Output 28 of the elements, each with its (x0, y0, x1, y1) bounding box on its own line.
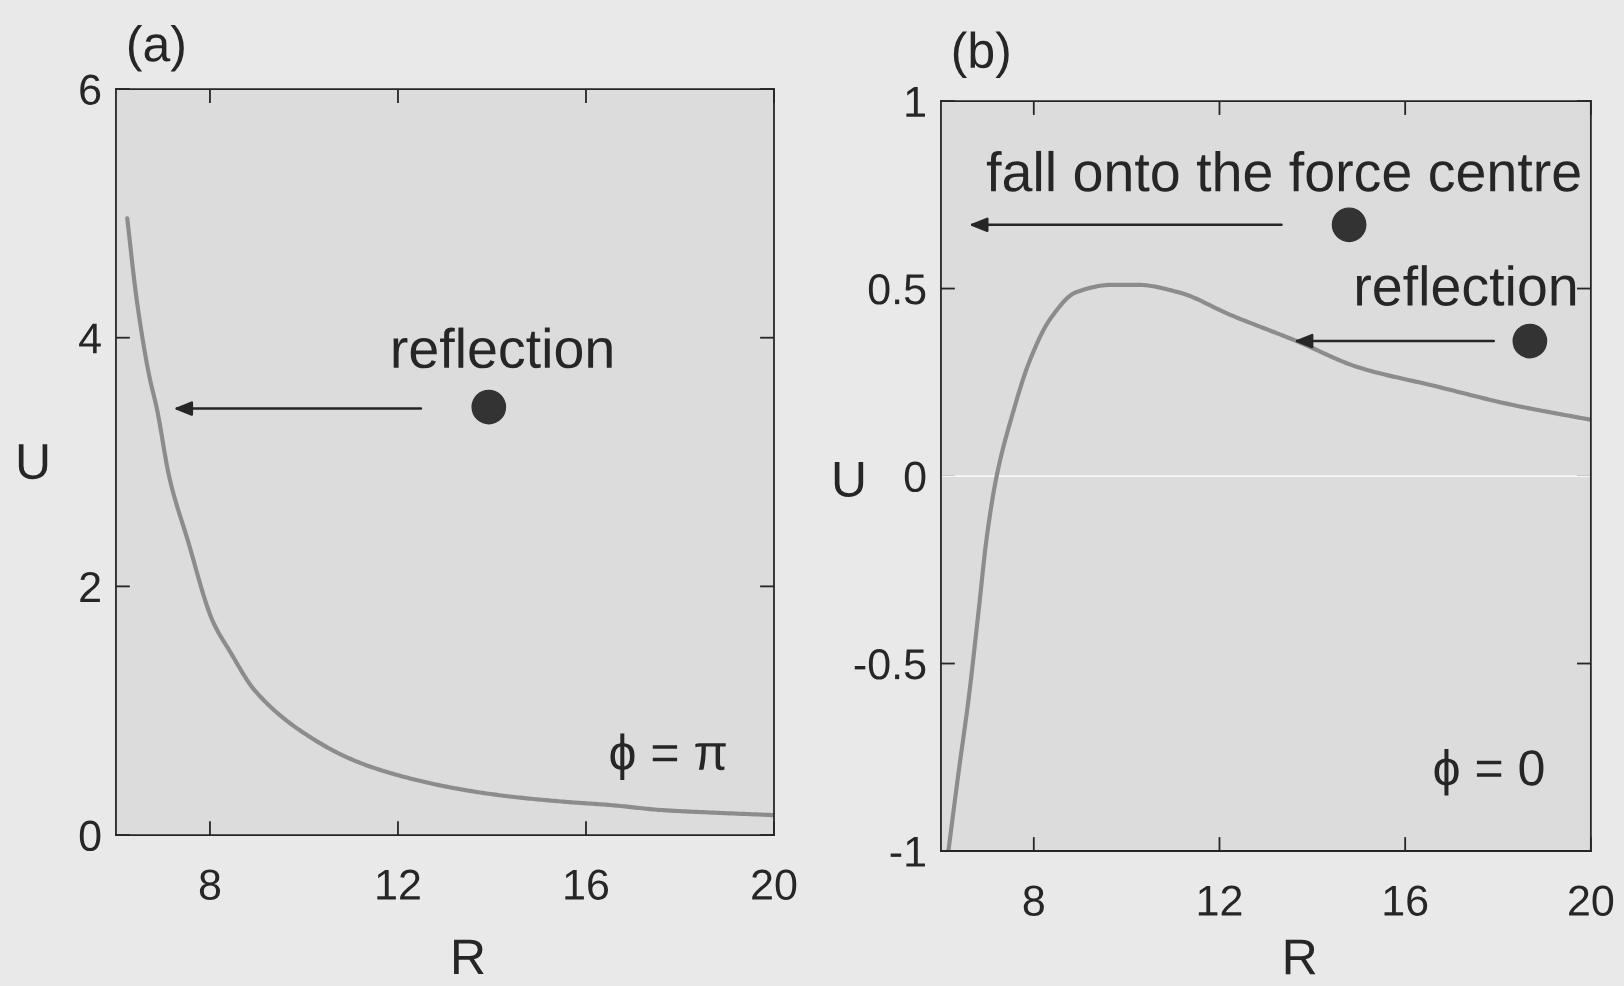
x-tick-label: 20 (1569, 885, 1614, 916)
annotation: reflection (1356, 265, 1576, 306)
annotation: ϕ = 0 (1434, 748, 1544, 796)
annotation: ϕ = π (610, 733, 726, 781)
x-axis-title: R (1285, 939, 1316, 975)
x-tick-label: 8 (1023, 885, 1044, 916)
y-tick-label: 0 (79, 820, 101, 852)
x-tick-label: 12 (377, 869, 420, 900)
y-tick-label: 2 (80, 571, 100, 602)
y-tick-label: -0.5 (854, 649, 926, 680)
annotation: reflection (393, 327, 612, 369)
x-tick-label: 20 (752, 869, 797, 900)
y-tick-label: 0.5 (868, 274, 926, 305)
x-tick-label: 12 (1198, 885, 1242, 916)
chart-title: (b) (953, 31, 1009, 79)
x-axis-title: R (454, 939, 484, 975)
annotation: fall onto the force centre (986, 150, 1580, 192)
y-axis-title: U (834, 462, 864, 497)
y-tick-label: 0 (904, 461, 926, 493)
x-tick-label: 16 (565, 869, 609, 900)
x-tick-label: 16 (1384, 885, 1428, 916)
y-tick-label: -1 (890, 837, 925, 867)
y-tick-label: 6 (80, 74, 101, 106)
x-tick-label: 8 (199, 869, 221, 900)
y-axis-title: U (18, 444, 48, 480)
chart-title: (a) (128, 25, 184, 72)
y-tick-label: 4 (79, 323, 101, 354)
y-tick-label: 1 (906, 87, 925, 117)
